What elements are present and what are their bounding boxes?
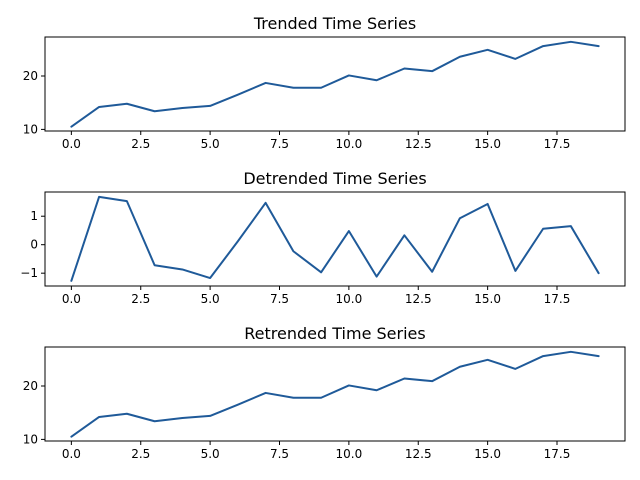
- y-tick-label: 20: [23, 69, 38, 83]
- y-tick-label: 10: [23, 432, 38, 446]
- axes-frame: [44, 191, 626, 287]
- x-tick-label: 5.0: [201, 447, 220, 461]
- x-tick-label: 12.5: [405, 137, 432, 151]
- x-tick-label: 2.5: [131, 137, 150, 151]
- x-tick-label: 15.0: [474, 447, 501, 461]
- y-tick-label: 0: [30, 238, 38, 252]
- panel-detrended: Detrended Time Series 0.0 2.5 5.0 7.5 10.0 12…: [20, 169, 626, 306]
- plot-area: 0.0 2.5 5.0 7.5 10.0 12.5 15.0 17.5 10 20: [23, 36, 626, 151]
- x-tick-label: 12.5: [405, 292, 432, 306]
- x-tick-label: 2.5: [131, 292, 150, 306]
- y-tick-label: 1: [30, 209, 38, 223]
- chart-title: Trended Time Series: [253, 14, 416, 33]
- x-tick-label: 10.0: [336, 447, 363, 461]
- chart-title: Detrended Time Series: [243, 169, 426, 188]
- series-line: [70, 40, 600, 128]
- chart-title: Retrended Time Series: [244, 324, 425, 343]
- x-tick-label: 12.5: [405, 447, 432, 461]
- x-tick-label: 0.0: [62, 292, 81, 306]
- axes-frame: [44, 36, 626, 132]
- x-tick-label: 10.0: [336, 292, 363, 306]
- series-line: [70, 195, 600, 282]
- panel-trended: Trended Time Series 0.0 2.5 5.0 7.5 10.0 12.5…: [23, 14, 626, 151]
- x-tick-label: 5.0: [201, 137, 220, 151]
- y-tick-label: 10: [23, 122, 38, 136]
- x-tick-label: 5.0: [201, 292, 220, 306]
- x-tick-label: 17.5: [544, 137, 571, 151]
- x-tick-label: 7.5: [270, 447, 289, 461]
- x-tick-label: 15.0: [474, 292, 501, 306]
- y-tick-label: −1: [20, 266, 38, 280]
- y-tick-label: 20: [23, 379, 38, 393]
- plot-area: 0.0 2.5 5.0 7.5 10.0 12.5 15.0 17.5 10 20: [23, 346, 626, 461]
- x-tick-label: 0.0: [62, 447, 81, 461]
- x-tick-label: 7.5: [270, 137, 289, 151]
- x-tick-label: 0.0: [62, 137, 81, 151]
- plot-area: 0.0 2.5 5.0 7.5 10.0 12.5 15.0 17.5 −1 0 1: [20, 191, 626, 306]
- panel-retrended: Retrended Time Series 0.0 2.5 5.0 7.5 10.0 12…: [23, 324, 626, 461]
- x-tick-label: 10.0: [336, 137, 363, 151]
- x-tick-label: 2.5: [131, 447, 150, 461]
- x-tick-label: 15.0: [474, 137, 501, 151]
- axes-frame: [44, 346, 626, 442]
- x-tick-label: 17.5: [544, 292, 571, 306]
- x-tick-label: 7.5: [270, 292, 289, 306]
- series-line: [70, 350, 600, 438]
- x-tick-label: 17.5: [544, 447, 571, 461]
